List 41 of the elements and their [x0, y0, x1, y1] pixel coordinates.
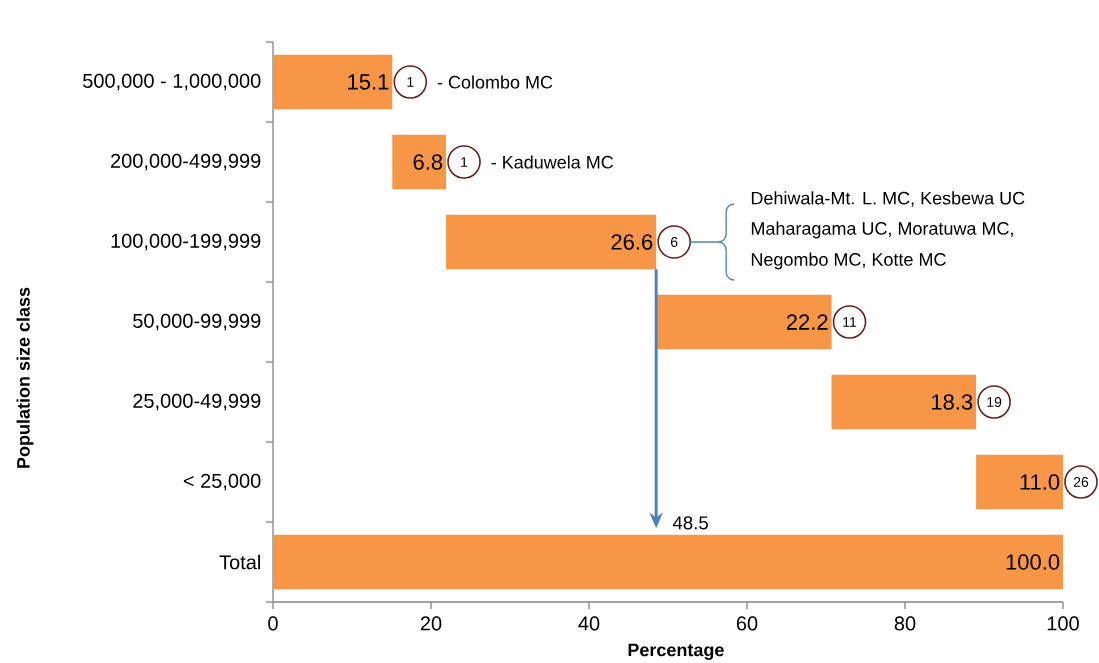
annotation: 6: [670, 237, 678, 247]
data-label: 15.1: [348, 74, 389, 90]
annotation: 1: [461, 157, 468, 167]
y-tick-label: Total: [219, 554, 260, 570]
annotation: 1: [407, 77, 414, 87]
data-label: 22.2: [786, 314, 828, 330]
annotation: 11: [843, 317, 857, 327]
y-tick-label: 25,000-49,999: [133, 393, 261, 411]
annotation: - Kaduwela MC: [491, 155, 614, 169]
annotation: Maharagama UC, Moratuwa MC,: [751, 221, 1013, 239]
data-label: 11.0: [1020, 474, 1060, 490]
x-tick-label: 100: [1047, 616, 1079, 631]
bar: [831, 374, 977, 430]
y-tick-label: 100,000-199,999: [111, 233, 261, 251]
annotation: Negombo MC, Kotte MC: [751, 252, 946, 270]
data-label: 6.8: [413, 154, 443, 170]
annotation: - Colombo MC: [437, 75, 553, 89]
bar: [273, 54, 393, 110]
bar: [976, 454, 1063, 510]
bar: [656, 294, 832, 350]
annotation: Dehiwala-Mt. L. MC, Kesbewa UC: [751, 191, 1025, 207]
y-tick-label: 500,000 - 1,000,000: [83, 73, 261, 91]
y-tick-label: 50,000-99,999: [133, 313, 261, 331]
x-tick-label: 20: [420, 616, 442, 631]
text: 26: [1073, 477, 1089, 487]
y-tick-label: 200,000-499,999: [111, 153, 261, 171]
bar: [446, 214, 657, 270]
y-tick-label: < 25,000: [183, 473, 261, 491]
y-axis-title: Population size class: [16, 287, 34, 468]
x-axis-title: Percentage: [628, 643, 724, 660]
annotation: 19: [987, 397, 1002, 407]
data-label: 26.6: [611, 234, 653, 250]
bar: [392, 134, 447, 190]
data-label: 18.3: [932, 394, 973, 410]
bar: [273, 534, 1063, 590]
data-label: 100.0: [1006, 554, 1060, 570]
x-tick-label: 0: [268, 616, 278, 631]
x-tick-label: 80: [894, 616, 916, 631]
annotation: 48.5: [672, 516, 708, 530]
x-tick-label: 60: [736, 616, 758, 631]
x-tick-label: 40: [578, 616, 600, 631]
